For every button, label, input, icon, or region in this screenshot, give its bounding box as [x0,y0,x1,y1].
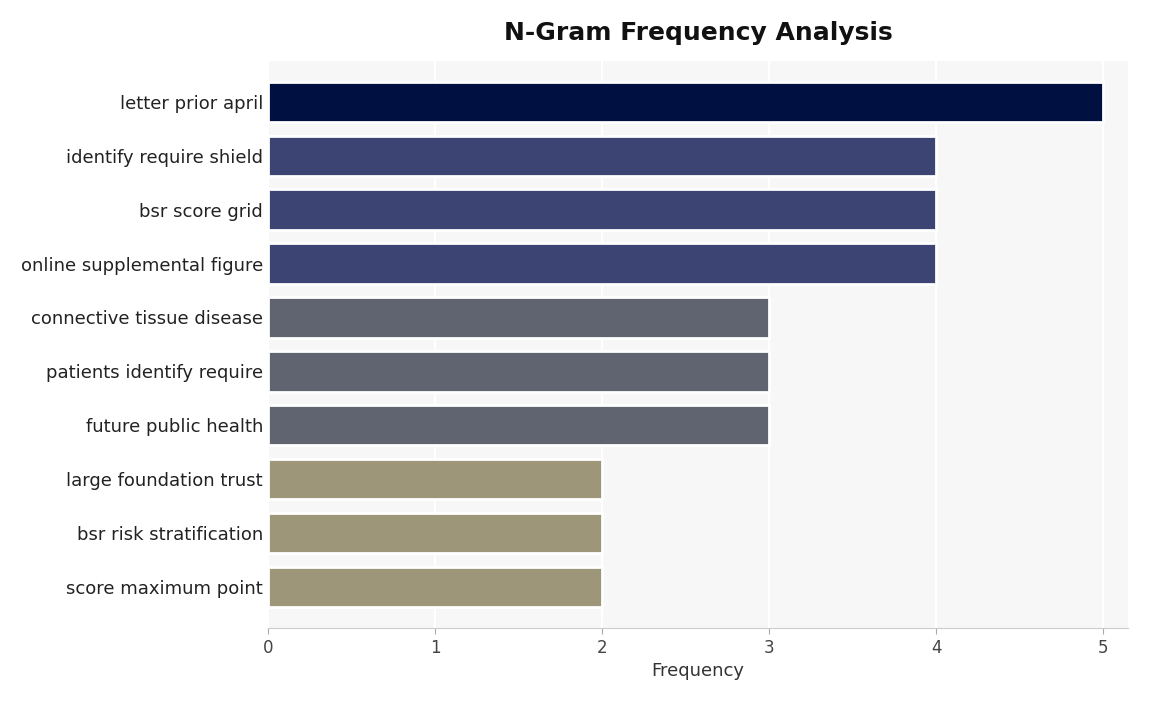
Bar [268,513,602,553]
Title: N-Gram Frequency Analysis: N-Gram Frequency Analysis [503,21,893,45]
Bar [268,351,769,392]
Bar [268,405,769,446]
X-axis label: Frequency: Frequency [651,662,745,680]
Bar [268,243,936,284]
Bar [268,189,936,230]
Bar [268,566,602,607]
Bar [268,82,1103,122]
Bar [268,297,769,338]
Bar [268,459,602,499]
Bar [268,135,936,176]
